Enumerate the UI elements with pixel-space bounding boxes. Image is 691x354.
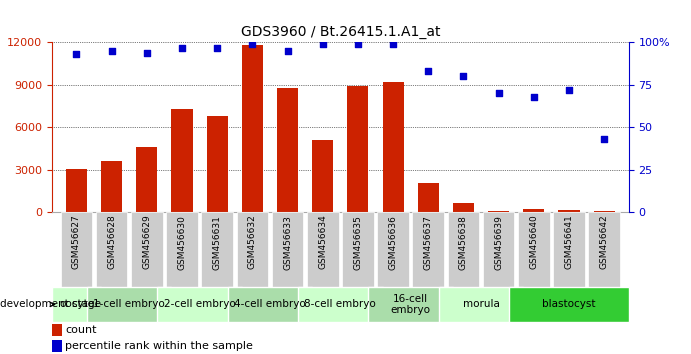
Point [458,74,469,79]
Point [141,50,152,56]
Bar [348,86,368,212]
Bar [136,147,158,212]
Bar [66,169,87,212]
Text: GSM456633: GSM456633 [283,215,292,269]
Text: GSM456637: GSM456637 [424,215,433,269]
Point [529,94,540,100]
Text: 16-cell
embryo: 16-cell embryo [390,293,430,315]
Text: morula: morula [462,299,500,309]
Point [282,48,293,54]
Point [598,137,609,142]
FancyBboxPatch shape [298,287,383,322]
FancyBboxPatch shape [236,212,268,287]
Bar [207,116,228,212]
Bar [418,183,439,212]
Bar [52,324,62,336]
FancyBboxPatch shape [131,212,162,287]
FancyBboxPatch shape [61,212,93,287]
Point [563,87,574,93]
FancyBboxPatch shape [307,212,339,287]
Point [211,45,223,50]
Bar [488,211,509,212]
Title: GDS3960 / Bt.26415.1.A1_at: GDS3960 / Bt.26415.1.A1_at [240,25,440,39]
Point [388,41,399,47]
Text: development stage: development stage [0,299,101,309]
FancyBboxPatch shape [553,212,585,287]
Text: GSM456634: GSM456634 [319,215,328,269]
Text: GSM456629: GSM456629 [142,215,151,269]
Point [317,41,328,47]
Text: count: count [65,325,97,336]
FancyBboxPatch shape [368,287,453,322]
Point [247,41,258,47]
Text: GSM456639: GSM456639 [494,215,503,269]
Bar [52,340,62,353]
FancyBboxPatch shape [342,212,374,287]
Bar [558,210,580,212]
Text: GSM456631: GSM456631 [213,215,222,269]
Text: blastocyst: blastocyst [542,299,596,309]
FancyBboxPatch shape [52,287,101,322]
Point [352,41,363,47]
FancyBboxPatch shape [158,287,242,322]
FancyBboxPatch shape [483,212,515,287]
Text: GSM456630: GSM456630 [178,215,187,269]
Text: GSM456640: GSM456640 [529,215,538,269]
FancyBboxPatch shape [228,287,312,322]
Text: 4-cell embryo: 4-cell embryo [234,299,306,309]
Point [493,91,504,96]
Text: oocyte: oocyte [59,299,94,309]
FancyBboxPatch shape [509,287,629,322]
Point [423,69,434,74]
Bar [101,161,122,212]
Bar [242,45,263,212]
Text: GSM456628: GSM456628 [107,215,116,269]
Text: percentile rank within the sample: percentile rank within the sample [65,341,253,352]
Text: GSM456641: GSM456641 [565,215,574,269]
Bar [277,88,298,212]
FancyBboxPatch shape [518,212,549,287]
FancyBboxPatch shape [377,212,409,287]
Bar [594,211,615,212]
Text: GSM456642: GSM456642 [600,215,609,269]
FancyBboxPatch shape [166,212,198,287]
FancyBboxPatch shape [272,212,303,287]
Bar [171,109,193,212]
Point [71,52,82,57]
Text: 2-cell embryo: 2-cell embryo [164,299,236,309]
FancyBboxPatch shape [448,212,480,287]
FancyBboxPatch shape [96,212,127,287]
Text: 8-cell embryo: 8-cell embryo [305,299,376,309]
Text: GSM456632: GSM456632 [248,215,257,269]
Bar [312,140,333,212]
Text: GSM456627: GSM456627 [72,215,81,269]
Bar [383,82,404,212]
Text: GSM456635: GSM456635 [353,215,362,269]
Bar [523,210,545,212]
Point [106,48,117,54]
FancyBboxPatch shape [439,287,523,322]
Text: 1-cell embryo: 1-cell embryo [93,299,165,309]
FancyBboxPatch shape [588,212,620,287]
Bar [453,203,474,212]
Text: GSM456638: GSM456638 [459,215,468,269]
Point [176,45,187,50]
FancyBboxPatch shape [87,287,171,322]
FancyBboxPatch shape [413,212,444,287]
Text: GSM456636: GSM456636 [388,215,397,269]
FancyBboxPatch shape [201,212,233,287]
